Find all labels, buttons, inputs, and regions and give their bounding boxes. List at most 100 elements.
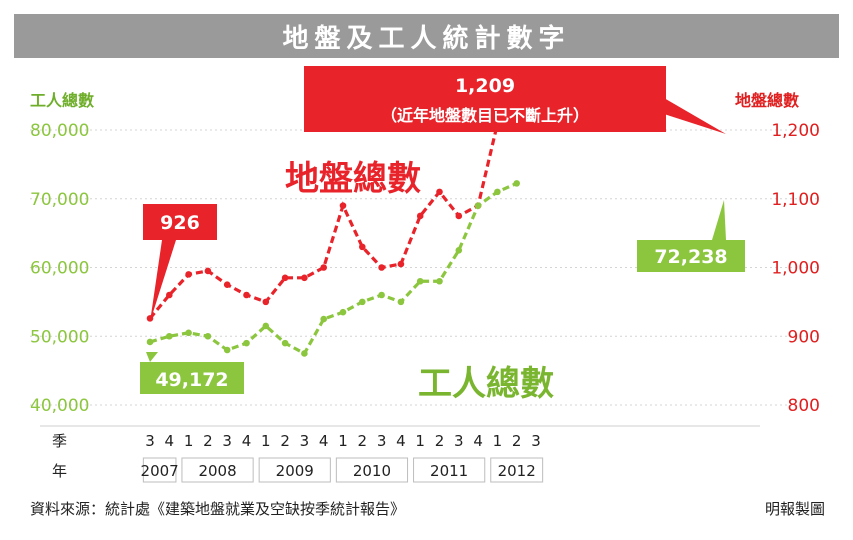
point-workers	[146, 338, 154, 346]
point-workers	[262, 322, 270, 330]
year-box	[490, 457, 544, 483]
point-sites	[146, 315, 154, 322]
chart-title: 地盤及工人統計數字	[14, 14, 839, 58]
quarter-label: 4	[473, 432, 483, 450]
point-sites	[436, 188, 443, 196]
right-tick-label: 1,100	[771, 190, 820, 210]
left-tick-label: 60,000	[30, 259, 89, 279]
quarter-label: 3	[145, 432, 155, 450]
year-labels: 2007 2008 2009 2010 2011 2012	[141, 457, 544, 483]
quarter-label: 3	[377, 432, 387, 450]
point-workers	[474, 202, 482, 209]
quarter-label: 3	[454, 432, 464, 450]
year-label: 2008	[198, 462, 236, 480]
callout-red-start: 926	[143, 204, 217, 322]
year-box	[142, 457, 177, 483]
point-workers	[359, 298, 366, 306]
point-sites	[320, 264, 328, 271]
year-box	[335, 457, 409, 483]
series-layer	[146, 120, 520, 357]
point-workers	[513, 180, 520, 187]
red-series-title: 地盤總數	[285, 159, 421, 199]
callout-red-end-note: （近年地盤數目已不斷上升）	[381, 106, 589, 125]
point-workers	[204, 332, 212, 340]
point-workers	[281, 339, 289, 347]
left-tick-label: 80,000	[30, 121, 89, 141]
point-workers	[339, 308, 347, 316]
left-tick-label: 50,000	[30, 327, 89, 347]
point-sites	[416, 212, 424, 220]
year-label: 2009	[276, 462, 314, 480]
quarter-row-label: 季	[52, 432, 67, 450]
year-row-label: 年	[52, 462, 67, 480]
point-sites	[243, 291, 250, 299]
green-series-title: 工人總數	[418, 364, 554, 404]
quarter-label: 1	[338, 432, 348, 450]
right-tick-label: 1,000	[771, 259, 820, 279]
callout-red-end: 1,209 （近年地盤數目已不斷上升）	[304, 66, 726, 134]
point-sites	[281, 274, 289, 282]
quarter-label: 2	[358, 432, 368, 450]
point-sites	[339, 202, 347, 209]
point-workers	[301, 350, 308, 357]
point-sites	[166, 291, 173, 299]
quarter-label: 2	[203, 432, 213, 450]
point-sites	[455, 212, 463, 220]
year-label: 2012	[498, 462, 536, 480]
point-workers	[397, 298, 405, 306]
quarter-label: 3	[300, 432, 310, 450]
point-workers	[243, 339, 250, 347]
callout-green-start: 49,172	[140, 352, 244, 394]
callout-green-end-text: 72,238	[654, 246, 727, 268]
quarter-label: 2	[280, 432, 290, 450]
year-box	[413, 457, 486, 483]
year-label: 2011	[430, 462, 468, 480]
callout-green-end: 72,238	[637, 200, 745, 272]
quarter-label: 1	[184, 432, 194, 450]
callout-red-end-value: 1,209	[455, 75, 515, 97]
point-sites	[359, 243, 366, 251]
quarter-label: 2	[512, 432, 522, 450]
quarter-label: 1	[493, 432, 503, 450]
credit: 明報製圖	[764, 500, 825, 518]
callout-red-start-text: 926	[160, 212, 200, 234]
point-workers	[166, 332, 173, 340]
year-box	[258, 457, 331, 483]
quarter-label: 4	[396, 432, 406, 450]
right-tick-label: 900	[788, 327, 820, 347]
point-workers	[494, 188, 501, 196]
point-sites	[397, 260, 405, 268]
quarter-label: 1	[261, 432, 271, 450]
left-axis-ticks: 40,000 50,000 60,000 70,000 80,000	[30, 121, 89, 416]
year-label: 2010	[353, 462, 391, 480]
point-sites	[223, 281, 231, 288]
point-workers	[185, 329, 192, 337]
quarter-label: 2	[435, 432, 445, 450]
point-sites	[301, 274, 308, 282]
quarter-label: 4	[319, 432, 329, 450]
point-workers	[436, 277, 443, 285]
quarter-label: 4	[165, 432, 175, 450]
year-box	[181, 457, 254, 483]
callout-green-start-text: 49,172	[155, 369, 228, 391]
point-sites	[262, 298, 270, 306]
point-workers	[320, 315, 328, 323]
right-axis-title: 地盤總數	[735, 91, 799, 110]
quarter-label: 3	[531, 432, 541, 450]
point-sites	[378, 264, 385, 271]
quarter-label: 4	[242, 432, 252, 450]
point-sites	[185, 271, 192, 278]
point-workers	[455, 247, 463, 254]
right-tick-label: 1,200	[771, 121, 820, 141]
quarter-label: 3	[222, 432, 232, 450]
source-note: 資料來源：統計處《建築地盤就業及空缺按季統計報告》	[30, 500, 406, 518]
left-axis-title: 工人總數	[30, 91, 94, 110]
series-line-workers	[149, 181, 518, 356]
right-tick-label: 800	[788, 396, 820, 416]
quarter-label: 1	[415, 432, 425, 450]
year-label: 2007	[141, 462, 179, 480]
left-tick-label: 70,000	[30, 190, 89, 210]
point-sites	[204, 267, 212, 275]
